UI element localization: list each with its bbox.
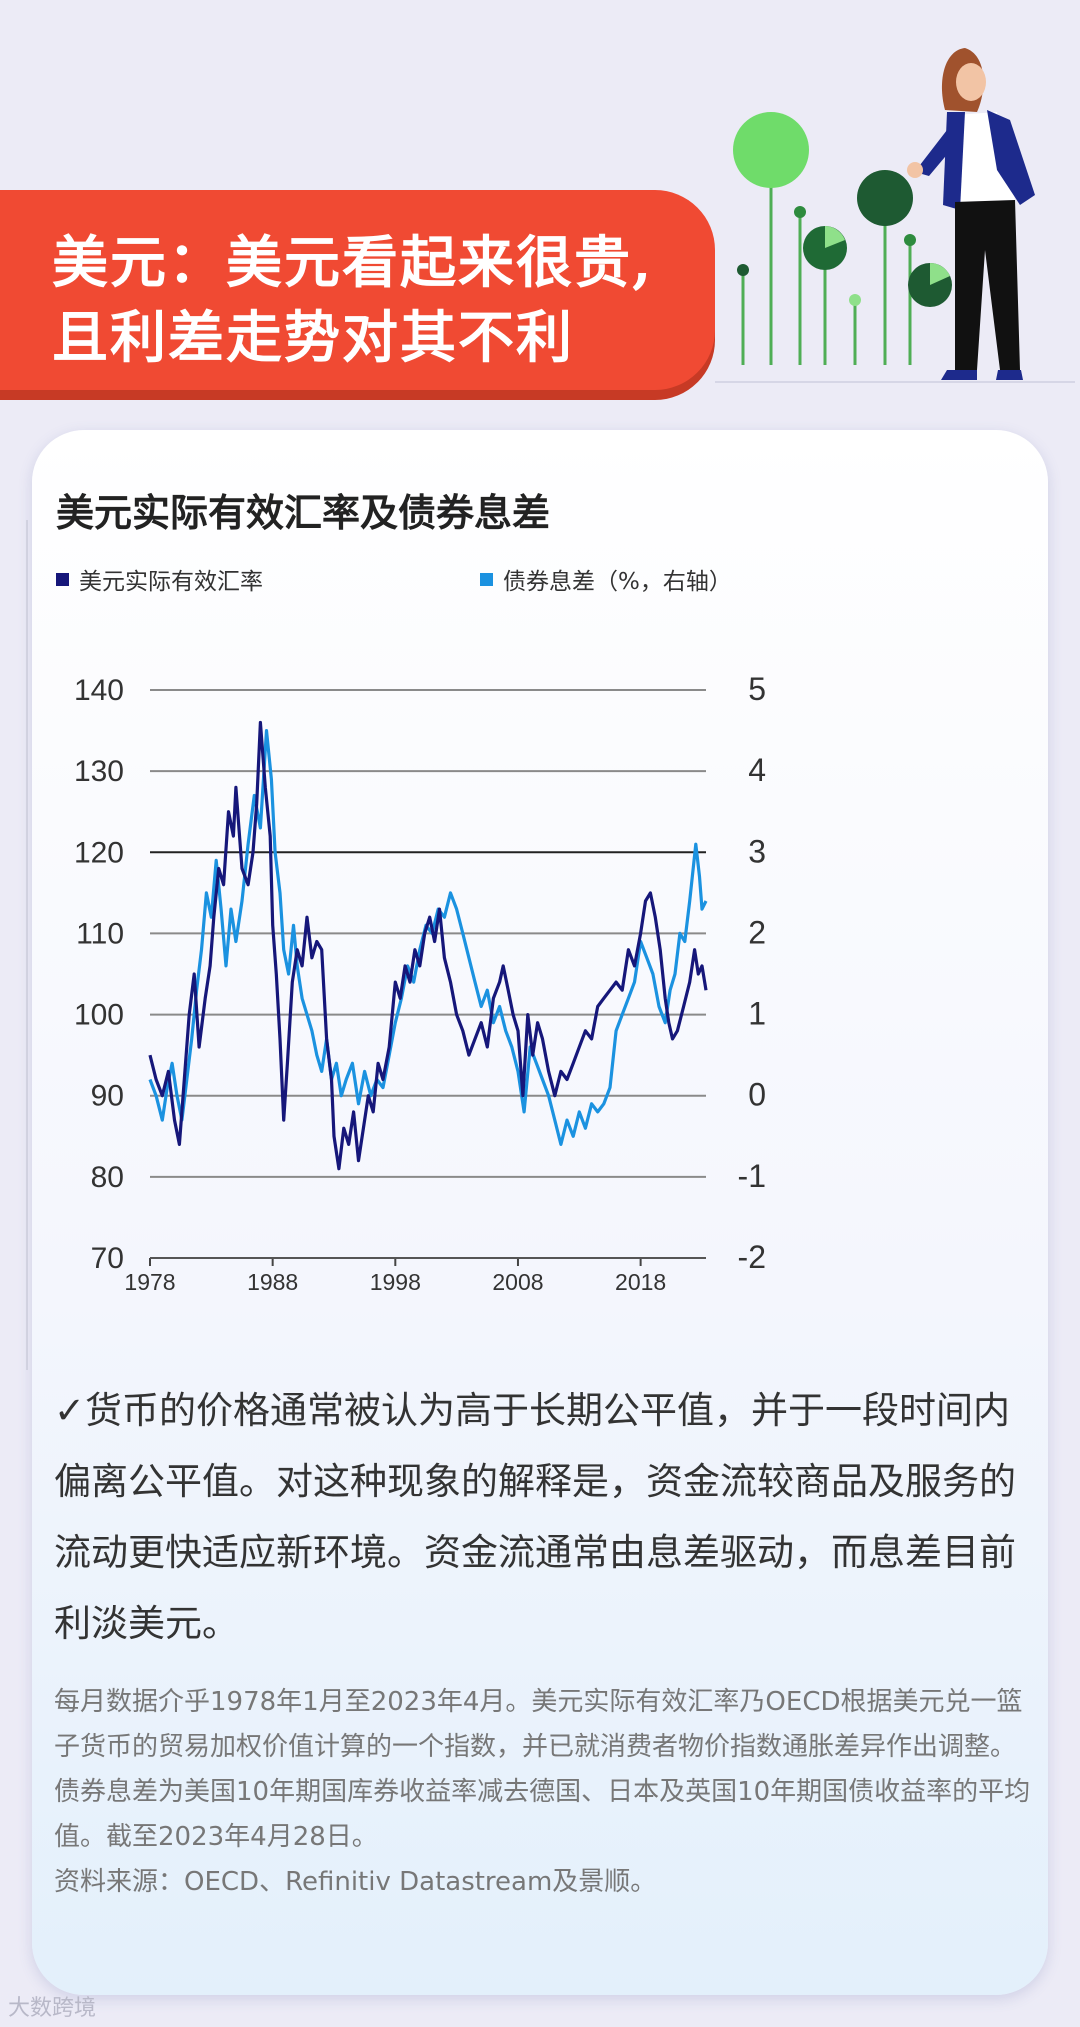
y-right-tick-label: -1: [738, 1158, 766, 1194]
series-lines: [148, 720, 708, 1171]
banner-title-line-2: 且利差走势对其不利: [52, 305, 574, 371]
content-card: 美元实际有效汇率及债券息差 美元实际有效汇率 债券息差（%，右轴） 140 130…: [32, 430, 1048, 1995]
legend-label-series2: 债券息差（%，右轴）: [503, 569, 732, 595]
y-axis-right: 5 4 3 2 1 0 -1 -2: [738, 671, 766, 1275]
source-note: 每月数据介乎1978年1月至2023年4月。美元实际有效汇率乃OECD根据美元兑…: [54, 1680, 1034, 1905]
x-tick-label: 1988: [247, 1269, 298, 1295]
y-right-tick-label: 0: [748, 1077, 766, 1113]
legend-item-real-exchange-rate: 美元实际有效汇率: [56, 562, 263, 596]
grid-lines: [150, 689, 706, 1259]
y-right-tick-label: 2: [748, 914, 766, 950]
y-right-tick-label: 5: [748, 671, 766, 707]
body-text: ✓货币的价格通常被认为高于长期公平值，并于一段时间内偏离公平值。对这种现象的解释…: [54, 1389, 1016, 1645]
y-left-tick-label: 100: [74, 999, 124, 1032]
y-left-tick-label: 130: [74, 755, 124, 788]
y-left-tick-label: 90: [91, 1080, 124, 1113]
legend-item-bond-spread: 债券息差（%，右轴）: [480, 562, 732, 596]
x-tick-label: 2018: [615, 1269, 666, 1295]
y-left-tick-label: 120: [74, 836, 124, 869]
y-left-tick-label: 80: [91, 1161, 124, 1194]
y-right-tick-label: 3: [748, 833, 766, 869]
note-paragraph: 每月数据介乎1978年1月至2023年4月。美元实际有效汇率乃OECD根据美元兑…: [54, 1687, 1031, 1852]
chart-title: 美元实际有效汇率及债券息差: [56, 490, 551, 535]
series-line-real-exchange-rate: [148, 720, 708, 1171]
x-tick-label: 2008: [492, 1269, 543, 1295]
y-axis-left: 140 130 120 110 100 90 80 70: [74, 674, 124, 1275]
banner-title-line-1: 美元：美元看起来很贵,: [52, 230, 654, 296]
x-tick-label: 1978: [124, 1269, 175, 1295]
x-axis: 1978 1988 1998 2008 2018: [124, 1257, 706, 1295]
header-banner: 美元：美元看起来很贵, 且利差走势对其不利: [0, 190, 715, 390]
y-left-tick-label: 140: [74, 674, 124, 707]
legend-label-series1: 美元实际有效汇率: [79, 569, 263, 595]
legend-swatch-series2: [480, 572, 493, 586]
line-chart: 140 130 120 110 100 90 80 70 5 4 3 2 1 0 -1 -2 1978 198…: [74, 671, 766, 1295]
note-source: 资料来源：OECD、Refinitiv Datastream及景顺。: [54, 1867, 657, 1897]
series-line-bond-spread: [148, 729, 708, 1146]
legend-swatch-series1: [56, 572, 69, 586]
woman-chart-illustration: [715, 48, 1075, 383]
x-tick-label: 1998: [370, 1269, 421, 1295]
y-right-tick-label: -2: [738, 1239, 766, 1275]
y-left-tick-label: 70: [91, 1242, 124, 1275]
y-left-tick-label: 110: [76, 917, 124, 950]
y-right-tick-label: 4: [748, 752, 766, 788]
left-divider: [26, 520, 28, 1370]
y-right-tick-label: 1: [748, 996, 766, 1032]
watermark: 大数跨境: [8, 1996, 97, 2021]
